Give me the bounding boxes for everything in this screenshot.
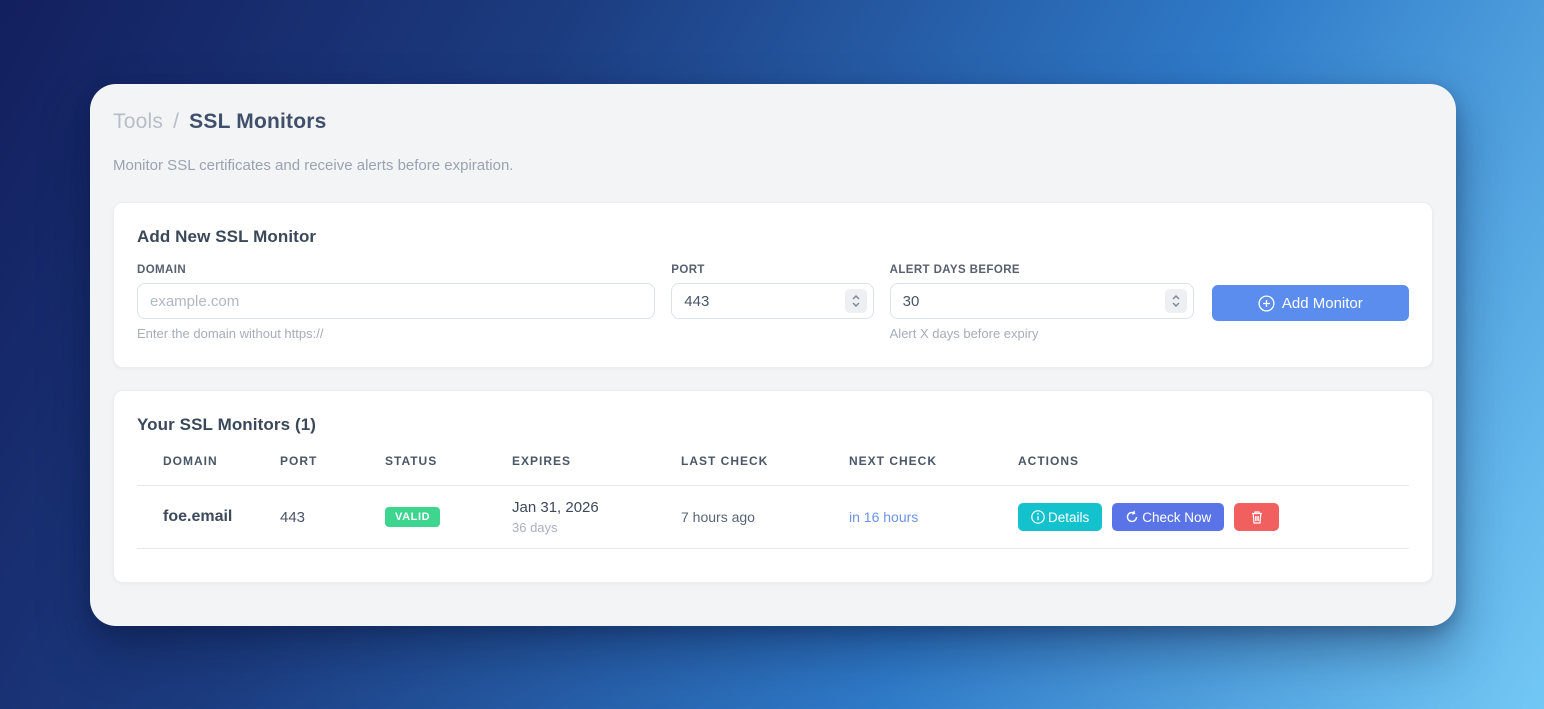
breadcrumb-separator: / xyxy=(173,110,180,133)
monitors-title: Your SSL Monitors (1) xyxy=(137,415,317,434)
domain-label: DOMAIN xyxy=(137,264,187,276)
domain-help-text: Enter the domain without https:// xyxy=(137,326,324,341)
port-stepper[interactable] xyxy=(844,289,867,313)
chevron-up-down-icon xyxy=(1172,295,1180,307)
next-check-value: in 16 hours xyxy=(849,485,1018,549)
monitors-table: DOMAIN PORT STATUS EXPIRES LAST CHECK NE… xyxy=(137,454,1409,549)
delete-monitor-button[interactable] xyxy=(1234,503,1280,531)
table-row: foe.email 443 VALID Jan 31, 2026 36 days… xyxy=(137,485,1409,549)
check-now-button[interactable]: Check Now xyxy=(1112,503,1225,531)
expires-days-remaining: 36 days xyxy=(512,520,558,535)
monitors-card: Your SSL Monitors (1) DOMAIN PORT STATUS… xyxy=(113,390,1433,583)
domain-field-group: DOMAIN Enter the domain without https:// xyxy=(137,264,656,341)
column-header-domain: DOMAIN xyxy=(137,454,280,486)
column-header-next-check: NEXT CHECK xyxy=(849,454,1018,486)
details-button-label: Details xyxy=(1048,509,1090,525)
alert-days-stepper[interactable] xyxy=(1164,289,1187,313)
column-header-expires: EXPIRES xyxy=(512,454,681,486)
breadcrumb: Tools / SSL Monitors xyxy=(113,110,1433,134)
add-monitor-card: Add New SSL Monitor DOMAIN Enter the dom… xyxy=(113,202,1433,368)
trash-icon xyxy=(1250,510,1264,525)
domain-input[interactable] xyxy=(137,283,656,319)
alert-days-label: ALERT DAYS BEFORE xyxy=(889,264,1020,276)
row-actions: Details Check Now xyxy=(1018,503,1409,531)
monitor-domain: foe.email xyxy=(137,485,280,549)
details-button[interactable]: Details xyxy=(1018,503,1103,531)
main-panel: Tools / SSL Monitors Monitor SSL certifi… xyxy=(90,84,1456,626)
plus-circle-icon xyxy=(1258,294,1275,312)
page-subtitle: Monitor SSL certificates and receive ale… xyxy=(113,157,514,174)
info-circle-icon xyxy=(1031,510,1045,524)
add-monitor-form: DOMAIN Enter the domain without https://… xyxy=(137,264,1409,341)
column-header-status: STATUS xyxy=(385,454,512,486)
check-now-button-label: Check Now xyxy=(1142,509,1212,525)
chevron-up-down-icon xyxy=(852,295,860,307)
last-check-value: 7 hours ago xyxy=(681,485,849,549)
add-monitor-title: Add New SSL Monitor xyxy=(137,227,317,246)
page-title: SSL Monitors xyxy=(189,110,327,133)
breadcrumb-section[interactable]: Tools xyxy=(113,110,164,133)
refresh-icon xyxy=(1125,510,1139,524)
expires-date: Jan 31, 2026 xyxy=(512,499,599,516)
alert-days-help-text: Alert X days before expiry xyxy=(889,326,1039,341)
monitor-port: 443 xyxy=(280,485,385,549)
add-monitor-button[interactable]: Add Monitor xyxy=(1211,285,1409,321)
column-header-port: PORT xyxy=(280,454,385,486)
column-header-actions: ACTIONS xyxy=(1018,454,1409,486)
alert-days-input[interactable] xyxy=(889,283,1194,319)
port-field-group: PORT xyxy=(671,264,874,341)
status-badge: VALID xyxy=(385,507,441,527)
port-label: PORT xyxy=(671,264,705,276)
alert-days-field-group: ALERT DAYS BEFORE Alert X days before ex… xyxy=(889,264,1194,341)
table-header-row: DOMAIN PORT STATUS EXPIRES LAST CHECK NE… xyxy=(137,454,1409,486)
port-input[interactable] xyxy=(671,283,874,319)
add-monitor-button-label: Add Monitor xyxy=(1281,294,1363,312)
column-header-last-check: LAST CHECK xyxy=(681,454,849,486)
